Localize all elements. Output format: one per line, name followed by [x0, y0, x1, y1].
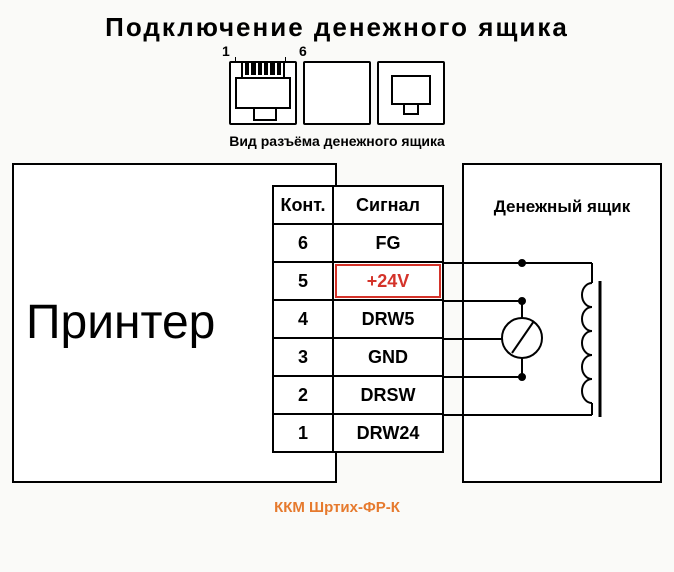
- th-signal: Сигнал: [333, 186, 443, 224]
- cell-pin: 1: [273, 414, 333, 452]
- connector-row: 1 6: [0, 61, 674, 125]
- th-pin: Конт.: [273, 186, 333, 224]
- table-row: 4DRW5: [273, 300, 443, 338]
- cell-signal: DRSW: [333, 376, 443, 414]
- printer-label: Принтер: [26, 295, 215, 350]
- cell-signal: DRW5: [333, 300, 443, 338]
- table-row: 1DRW24: [273, 414, 443, 452]
- connector-caption: Вид разъёма денежного ящика: [0, 133, 674, 149]
- cell-pin: 2: [273, 376, 333, 414]
- pin-label-6: 6: [299, 43, 307, 59]
- table-row: 2DRSW: [273, 376, 443, 414]
- circuit-svg: [442, 163, 662, 483]
- cell-pin: 3: [273, 338, 333, 376]
- cell-pin: 4: [273, 300, 333, 338]
- pin-label-1: 1: [222, 43, 230, 59]
- cell-signal: GND: [333, 338, 443, 376]
- footer-model: ККМ Шртих-ФР-К: [0, 499, 674, 516]
- page-title: Подключение денежного ящика: [0, 12, 674, 43]
- connector-rj-outline: [377, 61, 445, 125]
- schematic: Принтер Конт. Сигнал 6FG5+24V4DRW53GND2D…: [12, 163, 662, 493]
- connector-rj-pinned: [229, 61, 297, 125]
- table-row: 3GND: [273, 338, 443, 376]
- cell-pin: 5: [273, 262, 333, 300]
- table-row: 5+24V: [273, 262, 443, 300]
- table-row: 6FG: [273, 224, 443, 262]
- cell-pin: 6: [273, 224, 333, 262]
- pinout-table: Конт. Сигнал 6FG5+24V4DRW53GND2DRSW1DRW2…: [272, 185, 444, 453]
- cell-signal: FG: [333, 224, 443, 262]
- cell-signal: +24V: [333, 262, 443, 300]
- cell-signal: DRW24: [333, 414, 443, 452]
- connector-blank: [303, 61, 371, 125]
